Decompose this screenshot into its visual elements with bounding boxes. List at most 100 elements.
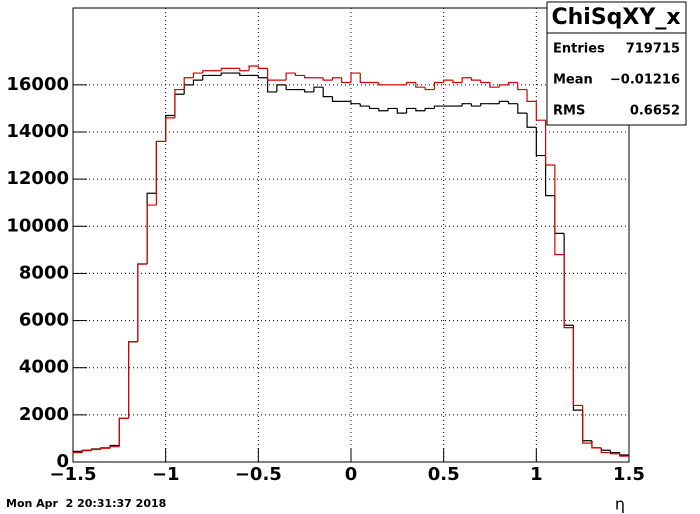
y-tick-label: 2000	[19, 404, 69, 425]
y-tick-label: 8000	[19, 262, 69, 283]
histogram-step	[322, 77, 333, 81]
histogram-step	[267, 68, 277, 81]
histogram-step	[322, 87, 333, 98]
histogram-step	[406, 81, 416, 85]
histogram-step	[331, 77, 342, 81]
histogram-step	[443, 79, 453, 83]
stats-value: 0.6652	[630, 104, 680, 119]
histogram-step	[406, 107, 416, 114]
histogram-step	[600, 447, 611, 451]
histogram-step	[128, 341, 138, 419]
histogram-step	[137, 263, 148, 342]
histogram-step	[155, 140, 166, 194]
histogram-step	[433, 105, 444, 109]
x-tick-label: −0.5	[235, 464, 282, 485]
histogram-step	[498, 84, 509, 88]
histogram-step	[359, 73, 370, 84]
histogram-step	[563, 233, 574, 326]
histogram-step	[535, 127, 546, 157]
histogram-step	[294, 73, 305, 77]
histogram-step	[582, 410, 592, 442]
histogram-step	[267, 77, 277, 93]
histogram-step	[331, 96, 342, 102]
histogram-step	[155, 140, 166, 206]
histogram-step	[304, 75, 314, 79]
x-axis-label: η	[615, 495, 625, 514]
stats-label: Entries	[553, 42, 605, 57]
histogram-step	[591, 443, 602, 449]
histogram-step	[118, 417, 129, 446]
histogram-step	[350, 72, 361, 83]
histogram-step	[257, 75, 268, 79]
histogram-step	[90, 448, 101, 451]
histogram-step	[415, 82, 426, 88]
timestamp: Mon Apr 2 20:31:37 2018	[6, 497, 166, 510]
histogram-step	[600, 447, 611, 454]
histogram-step	[387, 107, 398, 111]
x-tick-label: −1	[152, 464, 180, 485]
histogram-step	[526, 89, 537, 102]
histogram-step	[285, 72, 296, 81]
histogram-step	[137, 263, 148, 342]
histogram-step	[554, 195, 565, 234]
histogram-step	[174, 88, 185, 118]
histogram-step	[248, 65, 259, 71]
histogram-step	[341, 77, 351, 84]
histogram-step	[433, 81, 444, 90]
histogram-step	[498, 100, 509, 104]
histogram-step	[563, 254, 574, 329]
histogram-step	[350, 101, 361, 105]
y-tick-label: 0	[56, 451, 69, 472]
x-tick-label: 1	[530, 464, 543, 485]
histogram-step	[192, 79, 203, 85]
y-tick-label: 16000	[6, 74, 69, 95]
x-tick-label: 1.5	[613, 464, 645, 485]
histogram-step	[378, 82, 389, 86]
histogram-step	[109, 446, 120, 449]
histogram-step	[378, 108, 389, 112]
histogram-step	[489, 82, 500, 88]
histogram-step	[424, 107, 435, 111]
histogram-step	[202, 74, 212, 81]
histogram-step	[517, 103, 528, 114]
histogram-step	[545, 155, 555, 197]
histogram-step	[517, 82, 528, 91]
y-tick-label: 10000	[6, 215, 69, 236]
stats-title: ChiSqXY_x	[551, 5, 680, 30]
x-tick-label: 0.5	[428, 464, 460, 485]
histogram-step	[192, 72, 203, 78]
y-tick-label: 6000	[19, 310, 69, 331]
histogram-step	[276, 84, 287, 92]
histogram-step	[507, 101, 518, 105]
histogram-step	[470, 103, 481, 107]
histogram-step	[582, 405, 592, 444]
histogram-step	[239, 68, 250, 72]
stats-label: Mean	[553, 73, 593, 88]
histogram-step	[470, 77, 481, 81]
histogram-step	[396, 108, 407, 114]
histogram-step	[526, 113, 537, 128]
y-tick-label: 4000	[19, 357, 69, 378]
histogram-step	[609, 452, 620, 455]
histogram-step	[554, 164, 565, 256]
histogram-step	[202, 70, 212, 74]
histogram-step	[165, 117, 175, 142]
histogram-step	[174, 93, 185, 116]
histogram-step	[100, 447, 111, 450]
histogram-step	[368, 106, 379, 110]
histogram-step	[118, 417, 129, 447]
histogram-step	[424, 87, 435, 91]
histogram-step	[165, 114, 175, 142]
histogram-step	[239, 73, 250, 77]
histogram-step	[545, 120, 555, 166]
histogram-step	[461, 103, 472, 107]
histogram-step	[619, 452, 629, 456]
histogram-step	[480, 80, 490, 84]
stats-box	[546, 1, 687, 126]
histogram-step	[507, 81, 518, 85]
histogram-step	[146, 204, 157, 264]
histogram-step	[359, 103, 370, 107]
histogram-step	[183, 84, 194, 95]
histogram-step	[81, 450, 92, 453]
histogram-step	[415, 108, 426, 112]
